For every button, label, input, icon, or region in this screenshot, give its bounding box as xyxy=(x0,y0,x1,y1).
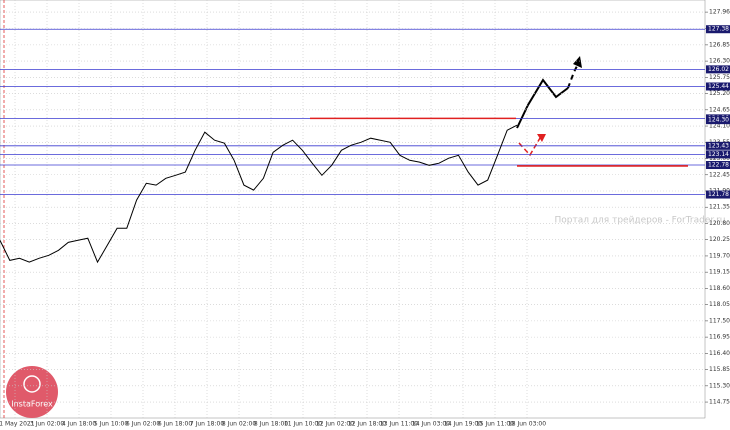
level-label-box xyxy=(706,161,730,170)
y-tick-label: 126.30 xyxy=(709,58,730,65)
level-label-box xyxy=(706,190,730,199)
level-label-box xyxy=(706,141,730,150)
level-label-box xyxy=(706,65,730,74)
y-tick-label: 115.85 xyxy=(709,366,730,373)
logo: InstaForex xyxy=(6,366,58,418)
forecast-arrow xyxy=(516,78,569,129)
y-tick-label: 119.15 xyxy=(709,269,730,276)
y-tick-label: 124.10 xyxy=(709,123,730,130)
x-tick-label: 6 Jun 18:00 xyxy=(158,421,192,428)
x-tick-label: 12 Jun 02:00 xyxy=(316,421,354,428)
x-tick-label: 6 Jun 02:00 xyxy=(126,421,160,428)
level-label-box xyxy=(706,150,730,159)
watermark: Портал для трейдеров - ForTrader.ru xyxy=(554,216,725,226)
y-tick-label: 116.95 xyxy=(709,334,730,341)
x-tick-label: 4 Jun 18:00 xyxy=(62,421,96,428)
y-tick-label: 121.35 xyxy=(709,204,730,211)
y-tick-label: 124.65 xyxy=(709,106,730,113)
x-tick-label: 14 Jun 19:00 xyxy=(444,421,482,428)
alt-scenario-arrow xyxy=(518,137,541,157)
x-tick-label: 7 Jun 18:00 xyxy=(190,421,224,428)
y-tick-label: 125.75 xyxy=(709,74,730,81)
logo-mark xyxy=(23,375,41,393)
y-tick-label: 126.85 xyxy=(709,41,730,48)
y-tick-label: 114.75 xyxy=(709,399,730,406)
level-label: 123.14 xyxy=(708,151,729,158)
y-tick-label: 123.00 xyxy=(709,155,730,162)
y-tick-label: 120.25 xyxy=(709,236,730,243)
x-tick-label: 14 Jun 03:00 xyxy=(412,421,450,428)
logo-text: InstaForex xyxy=(11,400,53,409)
y-tick-label: 122.45 xyxy=(709,171,730,178)
x-tick-label: 5 Jun 10:00 xyxy=(94,421,128,428)
level-label: 124.30 xyxy=(708,117,729,124)
level-label: 122.78 xyxy=(708,162,729,169)
y-tick-label: 125.20 xyxy=(709,90,730,97)
price-line xyxy=(0,124,518,264)
arrow-head xyxy=(573,56,582,68)
y-tick-label: 118.05 xyxy=(709,301,730,308)
x-tick-label: 18 Jun 03:00 xyxy=(508,421,546,428)
level-label: 125.44 xyxy=(708,83,729,90)
level-label: 121.78 xyxy=(708,191,729,198)
level-label: 127.38 xyxy=(708,26,729,33)
y-tick-label: 117.50 xyxy=(709,317,730,324)
y-tick-label: 119.70 xyxy=(709,252,730,259)
x-tick-label: 13 Jun 11:00 xyxy=(380,421,418,428)
level-label-box xyxy=(706,25,730,34)
y-tick-label: 116.40 xyxy=(709,350,730,357)
level-label: 123.43 xyxy=(708,142,729,149)
x-tick-label: 15 Jun 11:00 xyxy=(476,421,514,428)
x-tick-label: 11 Jun 10:00 xyxy=(284,421,322,428)
arrow-head xyxy=(537,134,546,142)
x-tick-label: 12 Jun 18:00 xyxy=(348,421,386,428)
plot-area xyxy=(0,0,706,419)
y-tick-label: 118.60 xyxy=(709,285,730,292)
x-tick-label: 8 Jun 02:00 xyxy=(222,421,256,428)
level-label-box xyxy=(706,116,730,125)
x-tick-label: 31 May 2021 xyxy=(0,421,35,428)
x-tick-label: 3 Jun 02:00 xyxy=(30,421,64,428)
x-tick-label: 8 Jun 18:00 xyxy=(254,421,288,428)
level-label-box xyxy=(706,82,730,91)
y-tick-label: 127.96 xyxy=(709,9,730,16)
y-tick-label: 115.30 xyxy=(709,382,730,389)
y-tick-label: 120.80 xyxy=(709,220,730,227)
level-label: 126.02 xyxy=(708,66,729,73)
